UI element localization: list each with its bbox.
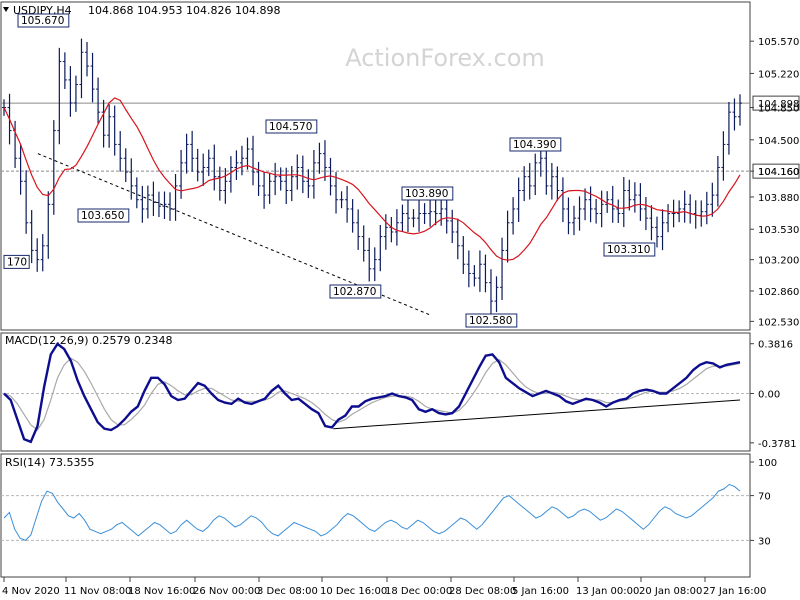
macd-axis-label: 0.00 [758, 390, 780, 401]
price-annotation-box [3, 254, 30, 269]
rsi-pane[interactable]: RSI(14) 73.5355 100 70 30 [0, 453, 777, 578]
time-axis-label: 26 Nov 00:00 [193, 586, 260, 597]
macd-line [3, 342, 741, 444]
price-annotation-label: 170 [7, 256, 27, 268]
collapse-triangle-icon[interactable] [3, 7, 9, 12]
macd-pane-frame [0, 332, 751, 452]
macd-title: MACD(12,26,9) 0.2579 0.2348 [5, 334, 173, 347]
rsi-axis-label: 70 [758, 492, 771, 503]
macd-axis-label: -0.3781 [758, 439, 797, 450]
price-annotation-label: 104.390 [513, 139, 556, 151]
time-axis-label: 28 Dec 08:00 [449, 586, 516, 597]
time-axis-label: 27 Jan 16:00 [703, 586, 766, 597]
price-axis-label: 104.500 [758, 136, 799, 147]
time-axis-label: 5 Jan 16:00 [512, 586, 569, 597]
price-trendline [37, 153, 431, 316]
price-axis-label: 102.860 [758, 287, 799, 298]
time-axis-label: 10 Dec 16:00 [320, 586, 387, 597]
macd-pane[interactable]: MACD(12,26,9) 0.2579 0.2348 0.3816 0.00 -0… [0, 332, 797, 452]
time-axis-label: 18 Dec 00:00 [385, 586, 452, 597]
price-axis-label: 104.160 [758, 167, 799, 178]
price-annotation-box [401, 186, 454, 201]
price-annotation-box [17, 13, 70, 28]
price-annotation-box [603, 242, 656, 257]
price-annotation-box [329, 284, 382, 299]
rsi-axis-label: 100 [758, 458, 777, 469]
time-axis-label: 18 Nov 16:00 [128, 586, 195, 597]
price-annotation-label: 102.580 [469, 315, 512, 327]
price-annotation-label: 103.310 [607, 244, 650, 256]
price-annotation-label: 105.670 [21, 15, 64, 27]
macd-trendline [333, 399, 741, 430]
price-annotation-label: 102.870 [333, 286, 376, 298]
time-axis-label: 11 Nov 08:00 [64, 586, 131, 597]
chart-ohlc-readout: 104.868 104.953 104.826 104.898 [88, 4, 280, 17]
price-axis-label: 105.220 [758, 69, 799, 80]
reference-price-label: 104.160 [758, 167, 799, 178]
time-axis-label: 4 Nov 2020 [2, 586, 60, 597]
reference-price-box [752, 95, 800, 111]
price-axis-label: 103.880 [758, 193, 799, 204]
time-axis-label: 3 Dec 08:00 [257, 586, 318, 597]
price-annotation-box [265, 119, 318, 134]
watermark: ActionForex.com [345, 44, 545, 72]
price-axis-label: 103.530 [758, 225, 799, 236]
rsi-title: RSI(14) 73.5355 [5, 456, 94, 469]
price-annotation-label: 103.890 [405, 188, 448, 200]
moving-average-line [3, 97, 741, 261]
time-axis-label: 20 Jan 08:00 [639, 586, 702, 597]
rsi-pane-frame [0, 453, 751, 578]
price-annotation-box [509, 137, 562, 152]
price-annotation-box [465, 313, 518, 328]
price-annotation-label: 104.570 [269, 121, 312, 133]
price-annotation-box [77, 208, 130, 223]
time-axis-label: 13 Jan 00:00 [576, 586, 639, 597]
price-axis-label: 103.200 [758, 256, 799, 267]
rsi-axis-label: 30 [758, 536, 771, 547]
price-axis-label: 105.570 [758, 37, 799, 48]
price-axis-label: 102.530 [758, 317, 799, 328]
price-pane[interactable]: ActionForex.com USDJPY,H4 104.868 104.95… [0, 1, 800, 331]
reference-price-label: 104.898 [758, 99, 799, 110]
price-annotation-label: 103.650 [81, 210, 124, 222]
price-pane-frame [0, 1, 751, 331]
macd-axis-label: 0.3816 [758, 340, 793, 351]
price-axis-label: 104.850 [758, 104, 799, 115]
rsi-line [3, 483, 741, 541]
